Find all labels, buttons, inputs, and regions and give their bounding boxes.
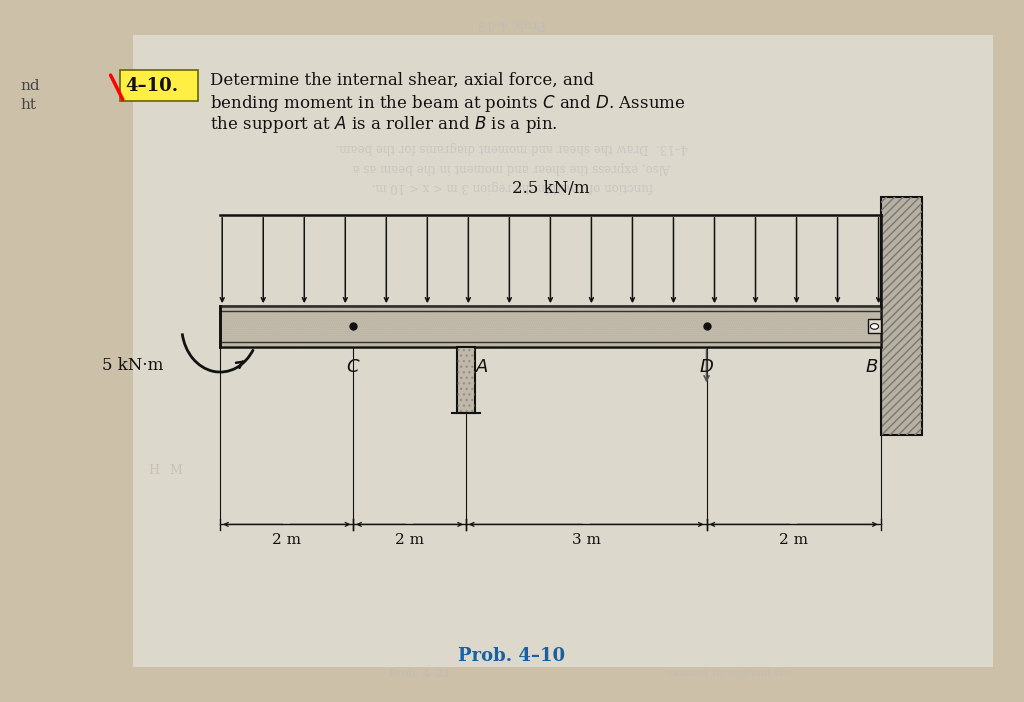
Text: ht: ht	[20, 98, 37, 112]
Text: moment throughout the: moment throughout the	[666, 670, 792, 678]
Bar	[457, 347, 475, 413]
Text: bending moment in the beam at points $C$ and $D$. Assume: bending moment in the beam at points $C$…	[210, 93, 685, 114]
Text: M: M	[169, 464, 182, 477]
Text: $D$: $D$	[699, 358, 714, 376]
Text: $C$: $C$	[346, 358, 360, 376]
Text: nd: nd	[20, 79, 40, 93]
Text: Also, express the shear and moment in the beam as a: Also, express the shear and moment in th…	[353, 161, 671, 173]
Text: Determine the internal shear, axial force, and: Determine the internal shear, axial forc…	[210, 72, 594, 88]
Bar	[881, 197, 922, 435]
Bar	[881, 197, 922, 435]
Text: Prob. 4–10: Prob. 4–10	[459, 647, 565, 665]
Bar	[220, 306, 881, 347]
Bar	[457, 347, 475, 413]
Text: $B$: $B$	[865, 358, 879, 376]
Text: 2 m: 2 m	[779, 533, 808, 547]
Bar	[868, 319, 881, 333]
Text: 2.5 kN/m: 2.5 kN/m	[512, 180, 589, 197]
Text: function of x within the region 3 m < x < 10 m.: function of x within the region 3 m < x …	[372, 180, 652, 193]
FancyBboxPatch shape	[120, 70, 198, 101]
Bar	[220, 306, 881, 347]
Text: the support at $A$ is a roller and $B$ is a pin.: the support at $A$ is a roller and $B$ i…	[210, 114, 557, 135]
Text: 4–10.: 4–10.	[125, 77, 178, 95]
Text: Prob. 4–22: Prob. 4–22	[389, 669, 450, 679]
Text: H: H	[148, 464, 160, 477]
Text: 3 m: 3 m	[571, 533, 601, 547]
Bar	[133, 35, 993, 667]
Circle shape	[870, 324, 879, 329]
Text: Prob. 4–13: Prob. 4–13	[478, 17, 546, 29]
Text: 4–13.  Draw the shear and moment diagrams for the beam.: 4–13. Draw the shear and moment diagrams…	[336, 141, 688, 154]
Text: 2 m: 2 m	[395, 533, 424, 547]
Text: $A$: $A$	[475, 358, 489, 376]
Text: 2 m: 2 m	[272, 533, 301, 547]
Text: 5 kN·m: 5 kN·m	[102, 357, 164, 373]
